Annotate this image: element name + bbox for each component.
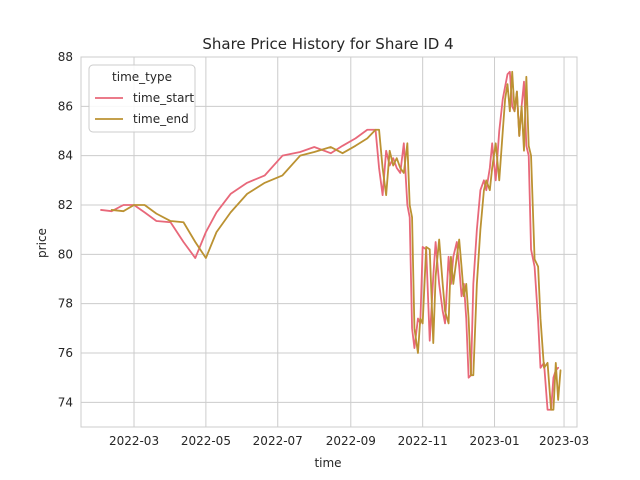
series-lines xyxy=(100,70,562,411)
x-tick-label: 2022-05 xyxy=(181,434,231,448)
y-tick-label: 82 xyxy=(58,198,73,212)
plot-frame xyxy=(80,56,578,428)
y-tick-label: 78 xyxy=(58,297,73,311)
x-tick-labels: 2022-03 2022-05 2022-07 2022-09 2022-11 2023-… xyxy=(109,434,589,448)
legend-title: time_type xyxy=(112,70,172,84)
legend-entries: time_start time_end xyxy=(95,91,194,126)
x-tick-label: 2022-07 xyxy=(253,434,303,448)
x-tick-label: 2022-03 xyxy=(109,434,159,448)
legend: time_type time_start time_end xyxy=(88,64,196,133)
x-axis-label: time xyxy=(314,456,341,470)
series-line-time-end xyxy=(110,70,562,411)
legend-box xyxy=(88,64,196,133)
y-tick-label: 86 xyxy=(58,99,73,113)
legend-label-time-start: time_start xyxy=(133,91,194,105)
y-tick-label: 80 xyxy=(58,247,73,261)
y-tick-label: 76 xyxy=(58,346,73,360)
legend-label-time-end: time_end xyxy=(133,112,189,126)
y-axis-label: price xyxy=(35,228,49,258)
x-tick-label: 2023-03 xyxy=(539,434,589,448)
x-tick-label: 2022-11 xyxy=(398,434,448,448)
y-tick-labels: 74 76 78 80 82 84 86 88 xyxy=(58,50,73,409)
chart-title: Share Price History for Share ID 4 xyxy=(202,35,453,53)
y-tick-label: 88 xyxy=(58,50,73,64)
y-tick-label: 74 xyxy=(58,395,73,409)
x-tick-label: 2023-01 xyxy=(469,434,519,448)
x-tick-label: 2022-09 xyxy=(326,434,376,448)
y-tick-label: 84 xyxy=(58,149,73,163)
